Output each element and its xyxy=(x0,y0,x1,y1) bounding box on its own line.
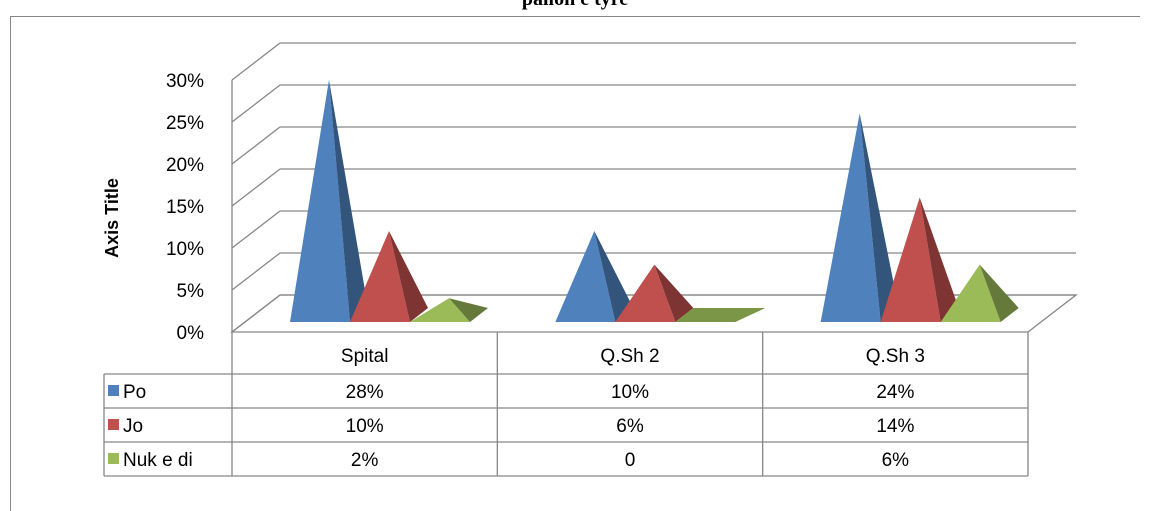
data-label: 6% xyxy=(616,416,644,437)
legend-swatch xyxy=(108,385,119,396)
pyramid-mark xyxy=(940,264,1019,322)
pyramid-front-face xyxy=(290,79,350,322)
pyramid-mark xyxy=(410,298,488,322)
pyramid-front-face xyxy=(880,197,941,322)
data-label: 14% xyxy=(876,416,914,437)
data-table: Spital Q.Sh 2 Q.Sh 3 Po 28% 10% 24% Jo 10% 6% 14% N… xyxy=(103,332,1029,477)
pyramid-marks xyxy=(290,79,1019,323)
y-tick-label: 25% xyxy=(166,113,204,134)
legend-entry: Nuk e di xyxy=(123,450,193,471)
pyramid-side-face xyxy=(594,231,634,322)
pyramid-side-face xyxy=(389,231,428,322)
pyramid-front-face xyxy=(940,264,1001,322)
gridline-side xyxy=(231,84,281,123)
pyramid-side-face xyxy=(979,264,1019,322)
gridline-side xyxy=(231,252,281,291)
data-label: 6% xyxy=(882,450,910,471)
pyramid-mark xyxy=(290,79,368,322)
pyramid-mark xyxy=(350,231,428,322)
data-label: 24% xyxy=(876,382,914,403)
pyramid-front-face xyxy=(555,231,616,322)
gridline-side xyxy=(231,168,281,207)
pyramid-front-face xyxy=(350,231,410,322)
y-tick-label: 5% xyxy=(177,281,205,302)
data-label: 10% xyxy=(346,416,384,437)
category-label: Q.Sh 3 xyxy=(866,346,925,367)
y-axis-title: Axis Title xyxy=(102,178,122,258)
gridline-side xyxy=(231,126,281,165)
legend-entry: Jo xyxy=(123,416,143,437)
y-tick-label: 0% xyxy=(177,323,205,344)
chart-title: pallon e tyre xyxy=(0,0,1150,12)
pyramid-mark xyxy=(820,113,899,323)
pyramid-side-face xyxy=(329,79,368,322)
pyramid-side-face xyxy=(449,298,488,322)
data-label: 10% xyxy=(611,382,649,403)
gridline-side xyxy=(231,210,281,249)
pyramid-mark xyxy=(880,197,959,322)
pyramid-front-face xyxy=(410,298,470,322)
pyramid-mark xyxy=(555,231,634,322)
legend-swatch xyxy=(108,453,119,464)
category-label: Spital xyxy=(341,346,389,367)
pyramid-side-face xyxy=(859,113,899,323)
y-tick-label: 15% xyxy=(166,197,204,218)
pyramid-side-face xyxy=(654,264,694,322)
pyramid-mark xyxy=(675,308,766,322)
legend-swatch xyxy=(108,419,119,430)
y-tick-label: 30% xyxy=(166,71,204,92)
y-axis-ticks: 0% 5% 10% 15% 20% 25% 30% xyxy=(166,71,204,344)
pyramid-mark xyxy=(615,264,694,322)
category-label: Q.Sh 2 xyxy=(600,346,659,367)
pyramid-side-face xyxy=(919,197,959,322)
y-tick-label: 10% xyxy=(166,239,204,260)
data-label: 2% xyxy=(351,450,379,471)
gridline-side xyxy=(231,42,281,81)
legend-entry: Po xyxy=(123,382,146,403)
data-label: 28% xyxy=(346,382,384,403)
pyramid-flat-face xyxy=(675,308,766,322)
pyramid-front-face xyxy=(820,113,881,323)
y-tick-label: 20% xyxy=(166,155,204,176)
pyramid-front-face xyxy=(615,264,676,322)
data-label: 0 xyxy=(625,450,636,471)
chart-frame xyxy=(10,16,1140,511)
